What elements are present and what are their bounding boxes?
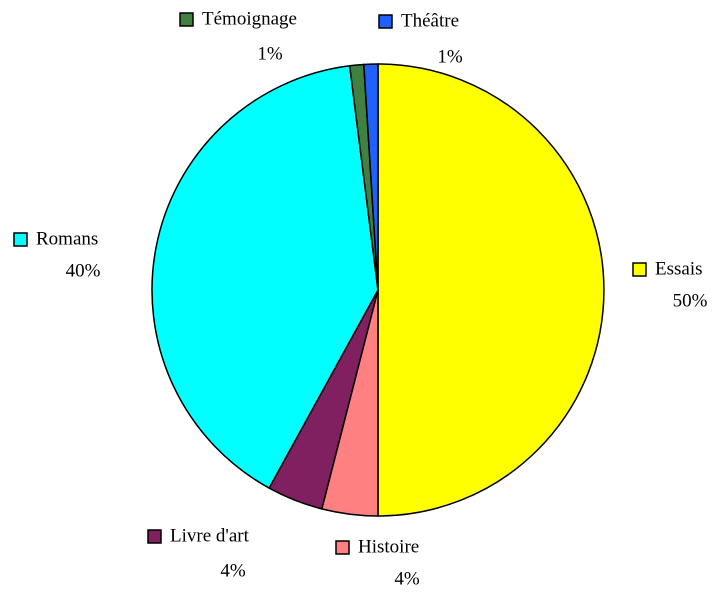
legend-swatch bbox=[147, 529, 162, 544]
value-label: 1% bbox=[437, 46, 463, 67]
value-label: 50% bbox=[673, 290, 708, 311]
slice-label: Essais bbox=[655, 258, 703, 279]
legend-swatch bbox=[13, 232, 28, 247]
value-label: 1% bbox=[257, 43, 283, 64]
pie-slice bbox=[363, 63, 379, 291]
value-label: 4% bbox=[220, 560, 246, 581]
pie-slice bbox=[151, 64, 379, 490]
legend-swatch bbox=[632, 262, 647, 277]
legend-swatch bbox=[335, 540, 350, 555]
pie-slice bbox=[377, 63, 605, 517]
value-label: 4% bbox=[394, 568, 420, 589]
slice-label: Théâtre bbox=[401, 10, 459, 31]
legend-swatch bbox=[179, 12, 194, 27]
slice-label: Histoire bbox=[358, 536, 419, 557]
slice-label: Témoignage bbox=[202, 8, 297, 29]
slice-label: Romans bbox=[36, 228, 98, 249]
legend-swatch bbox=[378, 14, 393, 29]
value-label: 40% bbox=[66, 260, 101, 281]
slice-label: Livre d'art bbox=[170, 525, 250, 546]
